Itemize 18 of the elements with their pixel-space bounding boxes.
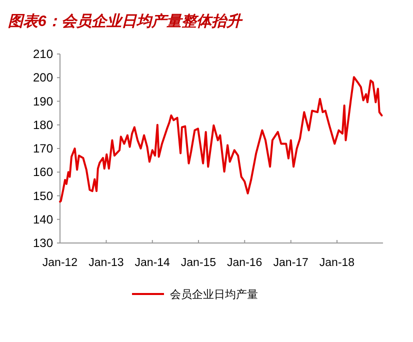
y-tick-label: 210 [32, 47, 54, 61]
y-tick-label: 130 [32, 236, 54, 250]
y-tick-label: 190 [32, 94, 54, 108]
x-tick-label: Jan-13 [88, 257, 124, 269]
y-tick-label: 150 [32, 188, 54, 203]
x-tick-label: Jan-15 [180, 257, 216, 269]
x-tick-label: Jan-17 [273, 257, 308, 269]
y-tick-label: 180 [32, 118, 54, 132]
chart-title: 图表6：会员企业日均产量整体抬升 [8, 12, 244, 30]
y-tick-label: 140 [32, 212, 54, 226]
x-tick-label: Jan-12 [42, 257, 78, 269]
legend-label: 会员企业日均产量 [170, 288, 258, 301]
y-tick-label: 160 [32, 165, 54, 180]
x-tick-label: Jan-18 [319, 257, 355, 269]
y-tick-label: 170 [32, 142, 54, 156]
y-tick-label: 200 [32, 70, 54, 85]
x-tick-label: Jan-16 [227, 257, 262, 269]
x-tick-label: Jan-14 [134, 257, 171, 269]
